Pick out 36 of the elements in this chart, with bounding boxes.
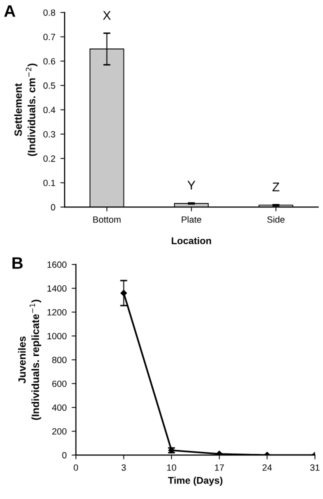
y-tick-label: 0 — [62, 452, 67, 458]
text: B — [12, 257, 23, 269]
annotation: Y — [187, 180, 196, 190]
x-tick-label: Side — [267, 216, 285, 223]
y-tick-label: 0.5 — [43, 82, 56, 89]
y-tick-label: 0.6 — [43, 58, 56, 64]
y-tick-label: 200 — [52, 428, 67, 435]
x-tick-label: 10 — [167, 464, 176, 471]
x-tick-label: 0 — [74, 464, 78, 471]
y-tick-label: 0 — [50, 204, 56, 210]
x-tick-label: 24 — [262, 464, 272, 471]
y-tick-label: 1400 — [47, 285, 67, 292]
y-tick-label: 1000 — [47, 332, 67, 340]
y-axis-title: Juveniles (Individuals. replicate$^{−1}$) — [18, 300, 42, 420]
x-tick-label: 31 — [310, 464, 320, 471]
y-tick-label: 600 — [52, 380, 67, 387]
x-tick-label: Bottom — [93, 216, 121, 223]
y-tick-label: 0.4 — [43, 106, 56, 114]
x-tick-label: 17 — [214, 464, 224, 471]
y-tick-label: 0.7 — [43, 34, 56, 40]
y-tick-label: 0.8 — [43, 9, 56, 16]
x-axis-title: Time (Days) — [168, 476, 222, 486]
y-tick-label: 0.3 — [43, 131, 56, 138]
y-axis-title: Settlement (Individuals. cm$^{−2}$) — [14, 64, 38, 156]
y-tick-label: 400 — [52, 404, 67, 411]
y-tick-label: 0.1 — [43, 180, 56, 186]
y-tick-label: 0.2 — [43, 155, 56, 162]
y-tick-label: 1600 — [47, 261, 67, 268]
x-axis-title: Location — [172, 237, 212, 244]
annotation: Z — [272, 182, 280, 192]
annotation: X — [102, 11, 111, 20]
text: A — [4, 5, 16, 17]
y-tick-label: 800 — [52, 356, 67, 364]
x-tick-label: 3 — [122, 464, 126, 471]
y-tick-label: 1200 — [47, 309, 67, 316]
x-tick-label: Plate — [182, 216, 202, 223]
